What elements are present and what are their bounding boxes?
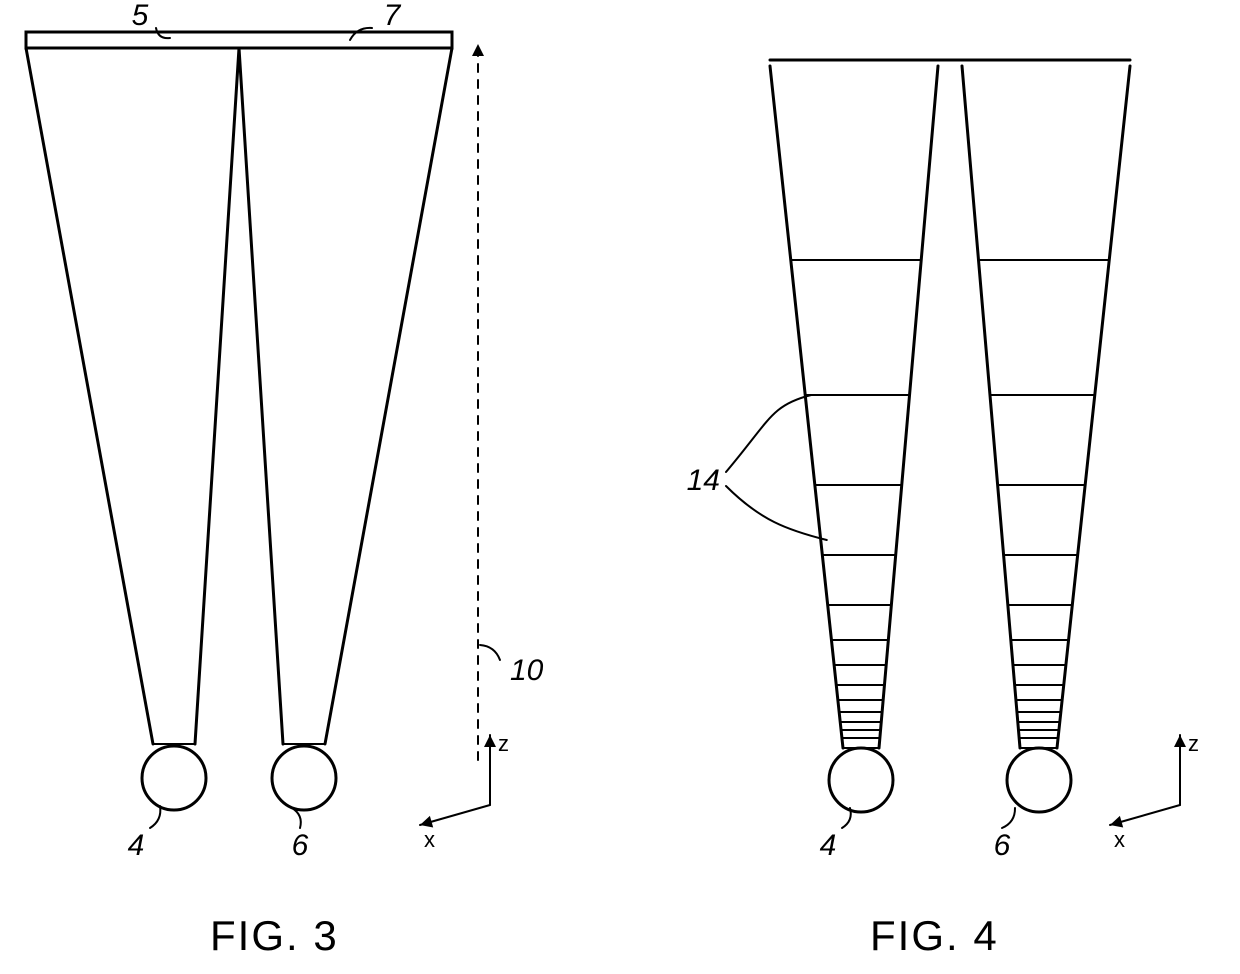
label-10: 10 [510, 654, 544, 687]
figure-3: 574610zxFIG. 3 [26, 0, 544, 959]
label-4: 4 [820, 829, 837, 862]
axis-z-label: z [1188, 731, 1199, 756]
label-7: 7 [384, 0, 402, 32]
figure-4: 1446zxFIG. 4 [687, 60, 1199, 959]
label-14: 14 [687, 464, 720, 497]
coordinate-axes: zx [1110, 731, 1199, 852]
label-6: 6 [292, 829, 309, 862]
left-source [829, 748, 893, 812]
figure-3-title: FIG. 3 [210, 912, 339, 959]
right-source [272, 746, 336, 810]
top-plate [26, 32, 452, 48]
diagram-canvas: 574610zxFIG. 31446zxFIG. 4 [0, 0, 1240, 974]
rungs-14 [791, 260, 1109, 738]
coordinate-axes: zx [420, 731, 509, 852]
axis-x-label: x [424, 827, 435, 852]
label-4: 4 [128, 829, 145, 862]
figure-4-title: FIG. 4 [870, 912, 999, 959]
axis-x-label: x [1114, 827, 1125, 852]
axis-z-label: z [498, 731, 509, 756]
label-5: 5 [132, 0, 149, 32]
right-source [1007, 748, 1071, 812]
left-source [142, 746, 206, 810]
label-6: 6 [994, 829, 1011, 862]
